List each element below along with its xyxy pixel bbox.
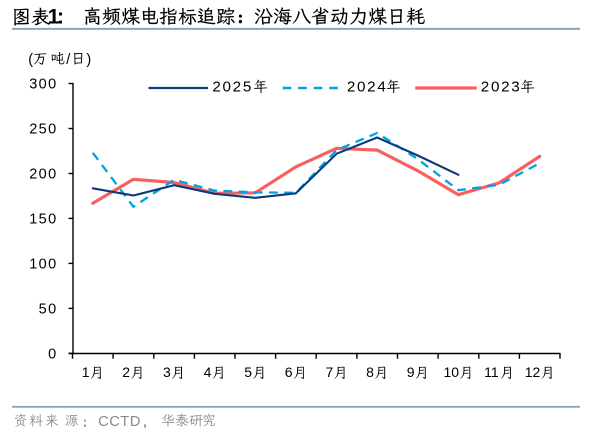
svg-text:(: ( — [28, 52, 33, 68]
svg-text:): ) — [86, 52, 91, 68]
svg-text:50: 50 — [39, 302, 58, 318]
svg-text:8: 8 — [366, 364, 374, 380]
svg-text:6: 6 — [285, 364, 293, 380]
svg-text:0: 0 — [48, 347, 57, 363]
svg-text:/: / — [66, 52, 71, 68]
svg-text:3: 3 — [163, 364, 171, 380]
svg-text:100: 100 — [29, 257, 57, 273]
svg-text:150: 150 — [29, 212, 57, 228]
svg-text:7: 7 — [326, 364, 334, 380]
svg-text:5: 5 — [244, 364, 252, 380]
svg-text:250: 250 — [29, 122, 57, 138]
svg-text:2025: 2025 — [212, 78, 253, 95]
svg-text:4: 4 — [204, 364, 212, 380]
svg-text:9: 9 — [407, 364, 415, 380]
svg-text:11: 11 — [484, 364, 499, 380]
svg-text:300: 300 — [29, 77, 57, 93]
svg-text:2023: 2023 — [481, 78, 522, 95]
svg-text:1: 1 — [82, 364, 90, 380]
svg-text:2024: 2024 — [347, 78, 388, 95]
svg-text:1: 1 — [48, 5, 60, 29]
svg-text:CCTD: CCTD — [98, 414, 141, 430]
svg-text::: : — [57, 5, 64, 29]
svg-text:10: 10 — [444, 364, 460, 380]
svg-text:12: 12 — [525, 364, 541, 380]
svg-text:2: 2 — [122, 364, 130, 380]
svg-text:200: 200 — [29, 167, 57, 183]
